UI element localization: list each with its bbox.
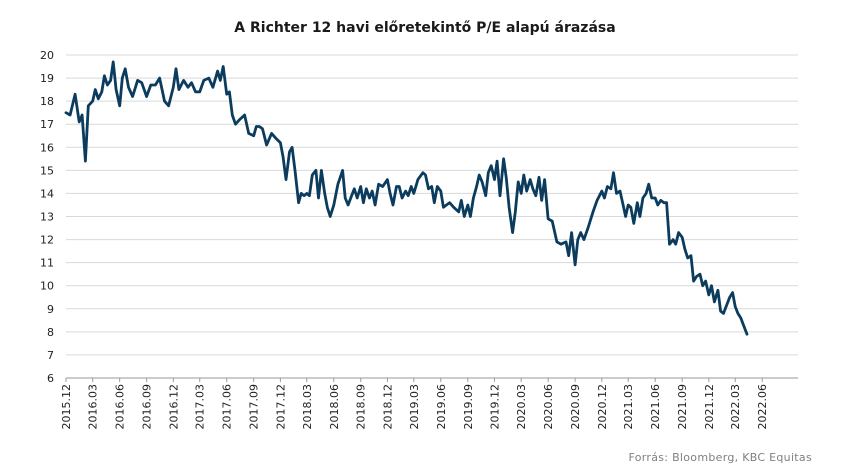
x-tick-label: 2021.03 <box>622 384 635 430</box>
x-tick-label: 2018.09 <box>355 384 368 430</box>
x-tick-label: 2019.06 <box>435 384 448 430</box>
x-tick-label: 2018.03 <box>301 384 314 430</box>
y-tick-label: 10 <box>40 280 54 293</box>
y-tick-label: 7 <box>47 349 54 362</box>
y-tick-label: 19 <box>40 72 54 85</box>
x-tick-label: 2016.06 <box>114 384 127 430</box>
x-tick-label: 2016.03 <box>87 384 100 430</box>
series-layer <box>64 60 749 336</box>
x-tick-label: 2016.09 <box>141 384 154 430</box>
x-tick-label: 2021.12 <box>703 384 716 430</box>
gridlines <box>66 54 798 379</box>
x-tick-label: 2019.12 <box>488 384 501 430</box>
y-tick-label: 15 <box>40 164 54 177</box>
series-line-pe <box>64 60 749 336</box>
x-tick-label: 2019.09 <box>462 384 475 430</box>
x-tick-label: 2021.06 <box>649 384 662 430</box>
y-tick-label: 6 <box>47 372 54 385</box>
y-tick-label: 18 <box>40 95 54 108</box>
y-tick-label: 8 <box>47 326 54 339</box>
x-tick-label: 2017.03 <box>194 384 207 430</box>
x-tick-label: 2016.12 <box>167 384 180 430</box>
x-tick-label: 2018.06 <box>328 384 341 430</box>
y-tick-label: 12 <box>40 234 54 247</box>
x-tick-label: 2020.12 <box>596 384 609 430</box>
x-tick-label: 2020.03 <box>515 384 528 430</box>
y-tick-label: 14 <box>40 187 54 200</box>
x-tick-label: 2015.12 <box>60 384 73 430</box>
x-tick-label: 2022.03 <box>729 384 742 430</box>
x-tick-label: 2017.06 <box>221 384 234 430</box>
x-tick-label: 2017.09 <box>248 384 261 430</box>
source-note: Forrás: Bloomberg, KBC Equitas <box>628 451 812 464</box>
y-tick-label: 11 <box>40 257 54 270</box>
y-tick-label: 16 <box>40 141 54 154</box>
chart-title: A Richter 12 havi előretekintő P/E alapú… <box>234 20 616 36</box>
x-tick-label: 2018.12 <box>381 384 394 430</box>
x-tick-label: 2017.12 <box>274 384 287 430</box>
y-tick-label: 13 <box>40 211 54 224</box>
x-tick-label: 2020.09 <box>569 384 582 430</box>
x-tick-label: 2021.09 <box>676 384 689 430</box>
y-tick-label: 17 <box>40 118 54 131</box>
x-tick-label: 2022.06 <box>756 384 769 430</box>
x-tick-label: 2019.03 <box>408 384 421 430</box>
x-axis-labels: 2015.12 2016.03 2016.06 2016.09 2016.12 2017.… <box>60 378 769 430</box>
y-axis-labels: 6 7 8 9 10 11 12 13 14 15 16 17 18 19 20 <box>40 49 54 385</box>
y-tick-label: 9 <box>47 303 54 316</box>
y-tick-label: 20 <box>40 49 54 62</box>
x-tick-label: 2020.06 <box>542 384 555 430</box>
